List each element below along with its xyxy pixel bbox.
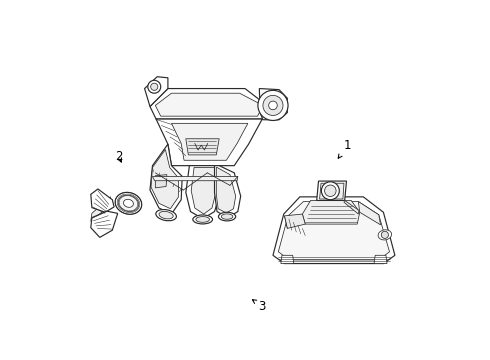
Polygon shape	[191, 167, 216, 214]
Polygon shape	[145, 77, 168, 107]
Circle shape	[321, 182, 339, 200]
Text: 2: 2	[115, 150, 122, 163]
Ellipse shape	[378, 230, 392, 240]
Polygon shape	[317, 181, 346, 201]
Ellipse shape	[123, 199, 133, 207]
Ellipse shape	[115, 192, 142, 214]
Polygon shape	[302, 201, 360, 224]
Ellipse shape	[196, 217, 210, 222]
Polygon shape	[91, 189, 114, 212]
Circle shape	[324, 185, 336, 197]
Ellipse shape	[118, 195, 139, 212]
Circle shape	[381, 231, 389, 238]
Ellipse shape	[156, 210, 176, 221]
Polygon shape	[186, 139, 219, 155]
Polygon shape	[91, 211, 118, 237]
Circle shape	[269, 101, 277, 110]
Circle shape	[263, 95, 283, 116]
Polygon shape	[216, 167, 236, 213]
Ellipse shape	[221, 214, 233, 219]
Ellipse shape	[159, 211, 173, 219]
Polygon shape	[172, 123, 248, 160]
Polygon shape	[155, 93, 263, 116]
Polygon shape	[150, 144, 182, 214]
Polygon shape	[344, 201, 359, 214]
Ellipse shape	[193, 215, 213, 224]
Polygon shape	[278, 202, 390, 260]
Polygon shape	[91, 197, 111, 221]
Polygon shape	[186, 166, 220, 219]
Polygon shape	[155, 175, 167, 188]
Circle shape	[151, 83, 158, 90]
Text: 3: 3	[252, 300, 266, 313]
Polygon shape	[259, 89, 287, 120]
Polygon shape	[150, 89, 269, 119]
Polygon shape	[151, 149, 179, 209]
Polygon shape	[273, 197, 395, 264]
Ellipse shape	[219, 212, 236, 221]
Circle shape	[148, 80, 161, 93]
Polygon shape	[285, 214, 305, 228]
Polygon shape	[358, 202, 381, 225]
Text: 1: 1	[338, 139, 351, 158]
Polygon shape	[152, 176, 238, 181]
Polygon shape	[281, 255, 294, 264]
Polygon shape	[156, 119, 262, 166]
Polygon shape	[319, 183, 344, 199]
Polygon shape	[215, 166, 241, 218]
Circle shape	[258, 90, 288, 121]
Polygon shape	[374, 255, 387, 264]
